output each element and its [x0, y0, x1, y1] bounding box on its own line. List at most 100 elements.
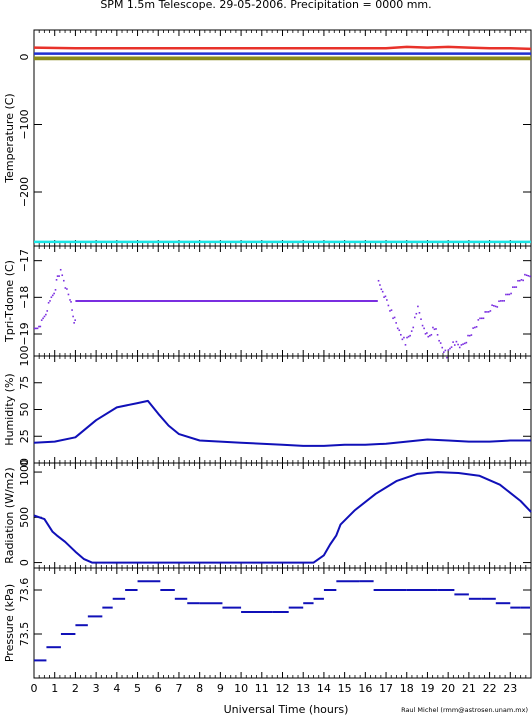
data-point	[515, 286, 518, 288]
data-point	[472, 327, 474, 329]
data-point	[69, 299, 71, 301]
data-point	[413, 316, 416, 319]
x-axis-label: Universal Time (hours)	[224, 703, 349, 716]
data-point	[512, 286, 514, 288]
data-point	[35, 327, 37, 330]
x-tick-label: 4	[113, 682, 120, 695]
data-point	[496, 306, 499, 308]
series-line	[33, 45, 532, 51]
data-point	[47, 301, 50, 304]
y-tick-label: −200	[18, 177, 31, 207]
data-point	[438, 339, 440, 342]
x-tick-label: 10	[234, 682, 248, 695]
data-point	[435, 328, 437, 330]
series-line	[33, 471, 532, 564]
data-point	[508, 293, 511, 296]
chart-title-unit: mm.	[403, 0, 431, 11]
x-tick-label: 1	[51, 682, 58, 695]
data-point	[501, 300, 504, 302]
data-point	[475, 326, 478, 328]
data-point	[426, 332, 428, 334]
y-tick-label: 1000	[18, 458, 31, 486]
x-tick-label: 5	[134, 682, 141, 695]
series-radiation-0	[33, 471, 532, 564]
data-point	[59, 268, 62, 271]
data-point	[377, 279, 380, 282]
data-point	[458, 346, 461, 349]
panel-frame	[33, 355, 532, 464]
data-point	[384, 295, 387, 298]
x-tick-label: 19	[420, 682, 434, 695]
x-tick-label: 8	[196, 682, 203, 695]
data-point	[505, 293, 507, 296]
data-point	[522, 279, 524, 282]
data-point	[74, 319, 76, 321]
x-tick-label: 3	[93, 682, 100, 695]
y-axis-label: Pressure (kPa)	[3, 584, 16, 662]
data-point	[429, 334, 431, 337]
author-credit: Raul Michel (rmm@astrosen.unam.mx)	[401, 706, 528, 714]
data-point	[453, 344, 456, 346]
x-tick-label: 23	[503, 682, 517, 695]
data-point	[54, 289, 57, 291]
data-point	[463, 342, 466, 345]
x-tick-label: 7	[175, 682, 182, 695]
x-tick-label: 20	[441, 682, 455, 695]
data-point	[480, 317, 483, 320]
y-axis-label: Temperature (C)	[3, 93, 16, 183]
data-point	[489, 310, 492, 312]
data-point	[61, 274, 64, 277]
y-axis-label: Humidity (%)	[3, 373, 16, 445]
panel-humidity: 100 75 50 25 0 Humidity (%)	[3, 346, 532, 467]
data-point	[446, 356, 448, 359]
series-line	[33, 399, 531, 447]
data-point	[467, 334, 469, 337]
data-point	[462, 343, 464, 345]
data-point	[527, 275, 530, 277]
x-tick-label: 2	[72, 682, 79, 695]
x-tick-label: 13	[296, 682, 310, 695]
data-point	[482, 317, 485, 320]
x-tick-label: 21	[462, 682, 476, 695]
data-point	[450, 346, 453, 348]
y-axis-label: Tpri-Tdome (C)	[3, 260, 16, 343]
data-point	[392, 317, 394, 320]
data-point	[418, 312, 421, 314]
data-point	[498, 300, 500, 303]
data-point	[406, 336, 408, 339]
chart-title: SPM 1.5m Telescope. 29-05-2006. Precipit…	[100, 0, 431, 11]
data-point	[494, 305, 497, 308]
x-tick-label: 15	[338, 682, 352, 695]
x-axis: 0 1 2 3 4 5 6 7 8 9 10 11 12 13 14 15 16 17 18 19 20 21 22 23	[31, 682, 518, 695]
panel-frame	[33, 567, 532, 679]
y-tick-label: −19	[18, 322, 31, 345]
data-point	[447, 349, 450, 351]
data-point	[432, 326, 434, 329]
data-point	[506, 293, 509, 296]
data-point	[34, 327, 36, 330]
y-tick-label: 73.5	[18, 622, 31, 647]
data-point	[67, 293, 70, 296]
data-point	[389, 310, 391, 312]
series-temperature-0	[33, 45, 532, 51]
data-point	[409, 334, 411, 337]
data-point	[390, 309, 393, 311]
x-tick-label: 18	[400, 682, 414, 695]
data-point	[45, 313, 47, 316]
data-point	[58, 275, 60, 277]
data-point	[53, 292, 55, 295]
data-point	[407, 335, 410, 338]
data-point	[503, 300, 505, 302]
data-point	[62, 279, 65, 282]
data-point	[423, 327, 425, 330]
data-point	[484, 311, 487, 313]
x-tick-label: 16	[358, 682, 372, 695]
data-point	[64, 287, 67, 289]
data-point	[441, 346, 444, 349]
data-point	[38, 325, 40, 328]
panel-frame	[33, 29, 532, 247]
x-tick-label: 6	[155, 682, 162, 695]
data-point	[380, 288, 383, 291]
